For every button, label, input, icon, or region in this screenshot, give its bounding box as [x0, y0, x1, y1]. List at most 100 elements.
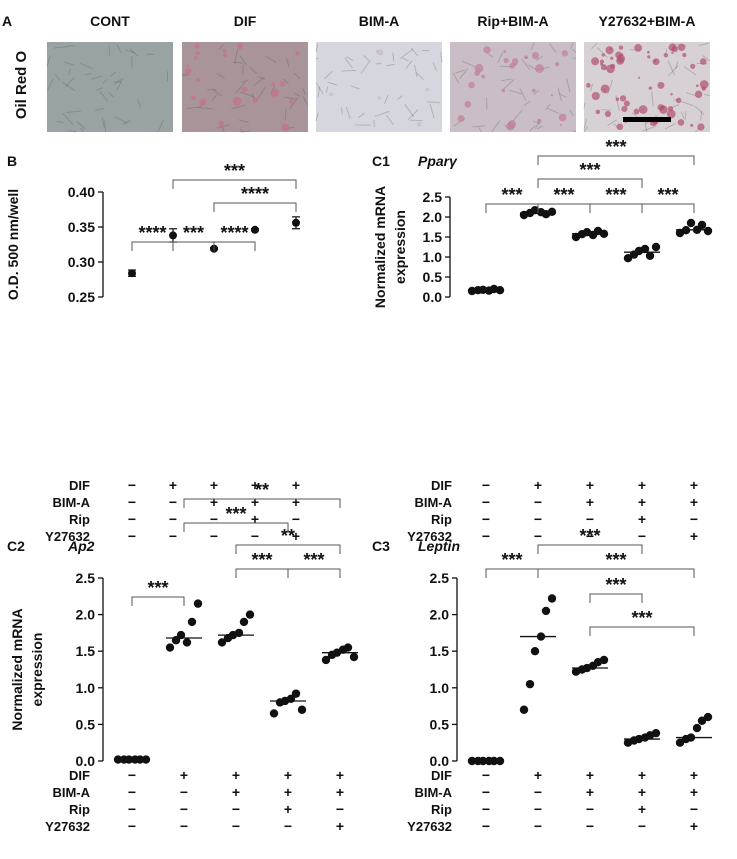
treatment-mark: − [128, 477, 136, 493]
cell-texture [232, 61, 243, 64]
cell-texture [529, 125, 536, 132]
lipid-droplet [604, 110, 612, 118]
cell-texture [54, 73, 61, 81]
cell-texture [80, 127, 84, 133]
cell-texture [96, 87, 104, 91]
cell-texture [325, 86, 329, 93]
lipid-droplet [501, 88, 506, 93]
cell-texture [109, 71, 117, 78]
significance-stars: **** [138, 223, 166, 243]
significance-bracket [172, 179, 297, 189]
lipid-droplet [531, 51, 540, 60]
treatment-mark: − [169, 528, 177, 544]
cell-texture [116, 77, 124, 91]
chart-c2: C2 Ap2 0.0 0.5 1.0 1.5 2.0 2.5 Normalized mRNA ex… [7, 480, 359, 834]
cell-texture [569, 109, 574, 117]
y-tick-label: 1.0 [76, 680, 96, 696]
y-tick-label: 2.5 [423, 189, 443, 205]
data-point [176, 630, 186, 640]
treatment-mark: + [251, 494, 259, 510]
cell-texture [315, 82, 324, 95]
treatment-mark: + [336, 767, 344, 783]
data-point [291, 689, 301, 698]
treatment-mark: − [482, 511, 490, 527]
cell-texture [545, 103, 551, 110]
cell-texture [346, 56, 354, 62]
lipid-droplet [483, 46, 491, 54]
cell-texture [583, 126, 589, 133]
cell-texture [432, 62, 437, 72]
cell-texture [472, 125, 485, 128]
lipid-droplet [663, 52, 669, 58]
lipid-droplet [700, 58, 707, 65]
y-tick-label: 0.35 [68, 219, 95, 235]
treatment-row-label: DIF [69, 768, 90, 783]
panel-a-title-2: DIF [234, 13, 257, 29]
cell-texture [558, 92, 567, 98]
cell-texture [664, 123, 676, 130]
significance-bracket [589, 626, 695, 636]
treatment-mark: − [586, 511, 594, 527]
data-point [519, 705, 529, 714]
lipid-droplet [531, 88, 536, 93]
data-point [135, 755, 145, 764]
cell-texture [642, 125, 657, 132]
treatment-mark: + [638, 784, 646, 800]
significance-stars: *** [303, 550, 324, 570]
significance-bracket [213, 241, 256, 251]
cell-texture [46, 78, 54, 91]
cell-texture [235, 81, 246, 94]
treatment-mark: − [534, 818, 542, 834]
lipid-droplet [416, 121, 422, 127]
lipid-droplet [554, 62, 560, 67]
treatment-mark: + [638, 494, 646, 510]
lipid-droplet [468, 81, 475, 89]
data-point [681, 226, 691, 235]
cell-texture [218, 44, 225, 50]
data-point [697, 716, 707, 725]
lipid-droplet [195, 51, 200, 56]
y-axis-label-line: expression [392, 210, 408, 284]
treatment-mark: − [169, 511, 177, 527]
cell-texture [249, 66, 258, 74]
lipid-droplet [690, 123, 694, 127]
significance-stars: *** [579, 526, 600, 546]
treatment-mark: − [534, 494, 542, 510]
significance-bracket [537, 544, 643, 554]
gene-label-C1: Pparγ [418, 153, 458, 169]
treatment-mark: + [292, 528, 300, 544]
cell-texture [129, 48, 139, 57]
lipid-droplet [241, 86, 248, 93]
treatment-mark: + [284, 784, 292, 800]
cell-texture [566, 78, 571, 93]
treatment-mark: − [638, 818, 646, 834]
lipid-droplet [633, 108, 640, 115]
treatment-mark: + [638, 767, 646, 783]
lipid-droplet [375, 50, 379, 53]
significance-bracket [183, 522, 289, 532]
lipid-droplet [699, 80, 709, 89]
cell-texture [239, 91, 254, 98]
cell-texture [234, 48, 238, 65]
treatment-mark: + [180, 767, 188, 783]
cell-texture [216, 73, 226, 79]
cell-texture [294, 92, 301, 97]
cell-texture [386, 63, 395, 67]
y-tick-label: 2.0 [76, 607, 96, 623]
cell-texture [383, 94, 389, 104]
significance-stars: *** [605, 575, 626, 595]
treatment-row-label: BIM-A [52, 785, 90, 800]
data-point [467, 756, 477, 766]
cell-texture [207, 88, 217, 91]
treatment-mark: − [128, 801, 136, 817]
cell-texture [374, 110, 390, 118]
significance-stars: *** [501, 550, 522, 570]
treatment-mark: − [210, 528, 218, 544]
significance-stars: *** [631, 608, 652, 628]
lipid-droplet [601, 53, 605, 57]
significance-stars: ** [255, 480, 269, 500]
lipid-droplet [677, 119, 685, 126]
cell-texture [523, 100, 531, 107]
lipid-droplet [666, 109, 676, 119]
